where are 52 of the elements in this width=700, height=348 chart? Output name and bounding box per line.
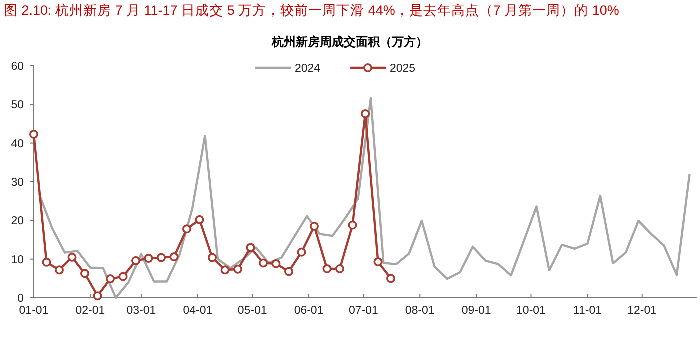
chart-title: 图 2.10: 杭州新房 7 月 11-17 日成交 5 万方，较前一周下滑 44%，是去年高点（7 月第一周）的 10% [4, 3, 620, 18]
legend-label: 2025 [390, 63, 416, 75]
y-tick-label: 60 [11, 61, 24, 73]
legend-label: 2024 [295, 63, 322, 75]
point [220, 266, 230, 275]
point [336, 264, 344, 274]
point [55, 266, 64, 275]
x-tick-label: 06-01 [294, 305, 324, 317]
point [361, 109, 370, 118]
point [170, 252, 179, 262]
point [348, 220, 358, 230]
y-tick-label: 10 [11, 254, 24, 266]
point [322, 264, 332, 274]
point [297, 248, 306, 257]
point [157, 253, 166, 262]
y-tick-label: 40 [11, 138, 24, 150]
point [42, 258, 52, 267]
x-tick-label: 02-01 [76, 305, 106, 317]
x-tick-label: 08-01 [405, 305, 435, 317]
point [234, 264, 242, 274]
point [106, 274, 115, 284]
y-tick-label: 50 [11, 100, 24, 112]
y-tick-label: 20 [11, 216, 24, 228]
chart-subtitle: 杭州新房周成交面积（万方） [271, 35, 428, 49]
x-tick-label: 12-01 [628, 305, 658, 317]
x-tick-label: 09-01 [462, 305, 492, 317]
point [132, 256, 140, 266]
x-tick-label: 01-01 [19, 305, 49, 317]
point [272, 259, 281, 268]
point [68, 252, 77, 262]
point [118, 272, 128, 282]
point [93, 292, 102, 301]
x-tick-label: 07-01 [348, 305, 378, 317]
y-tick-label: 30 [11, 177, 24, 189]
x-tick-label: 05-01 [238, 305, 268, 317]
point [386, 274, 396, 284]
x-tick-label: 03-01 [126, 305, 156, 317]
point [182, 224, 192, 234]
point [80, 269, 90, 278]
point [310, 222, 319, 231]
point [284, 267, 294, 276]
point [374, 258, 383, 267]
x-tick-label: 04-01 [183, 305, 213, 317]
point [30, 130, 38, 139]
point [246, 243, 256, 252]
point [144, 254, 154, 264]
y-tick-label: 0 [18, 293, 24, 305]
x-tick-label: 11-01 [573, 305, 602, 317]
point [259, 258, 268, 268]
point [208, 253, 217, 262]
x-tick-label: 10-01 [516, 305, 546, 317]
point [195, 215, 204, 224]
